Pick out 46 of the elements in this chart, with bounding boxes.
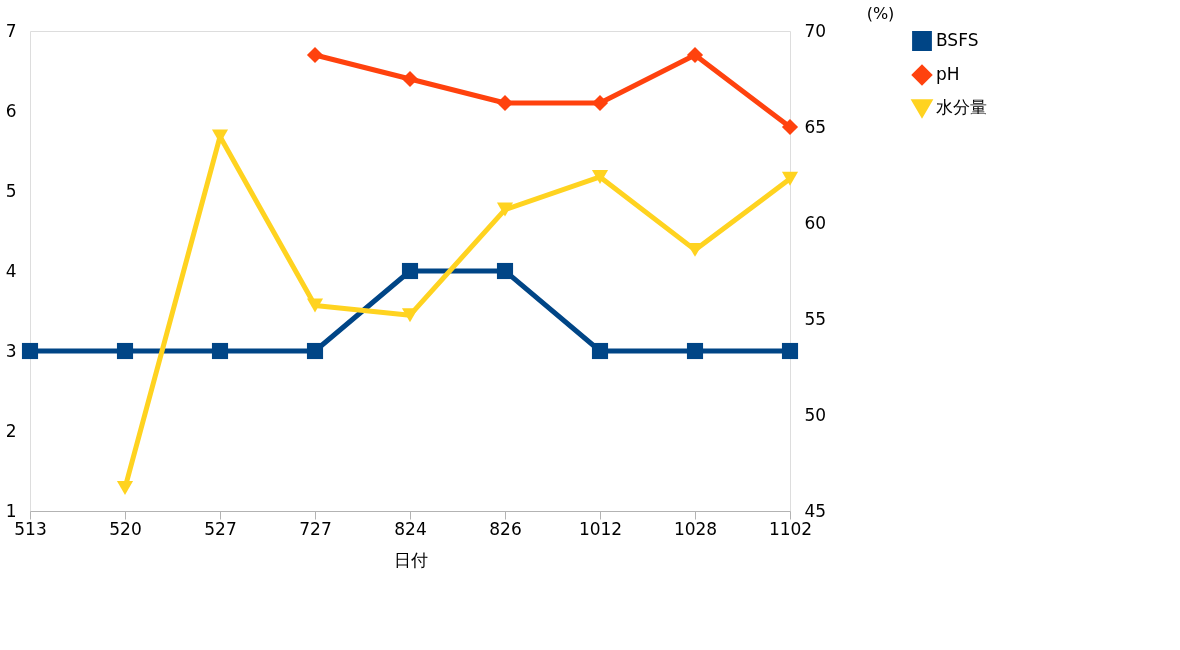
y2-tick-label: 50: [804, 404, 827, 425]
x-axis-title: 日付: [393, 549, 428, 570]
y-tick-label: 2: [5, 420, 17, 441]
point: [496, 262, 514, 280]
y-tick-label: 5: [5, 180, 17, 201]
point: [306, 298, 324, 313]
point: [401, 70, 419, 88]
y2-tick-label: 60: [804, 212, 827, 233]
point: [686, 46, 704, 64]
x-tick-label: 1102: [768, 518, 813, 539]
point: [686, 342, 704, 360]
y2-tick-label: 70: [804, 20, 827, 41]
legend-label: 水分量: [936, 97, 987, 117]
legend-label: BSFS: [936, 30, 979, 50]
y2-axis-title: (%): [866, 3, 895, 23]
point: [401, 308, 419, 323]
x-tick-label: 1012: [578, 518, 623, 539]
y-tick-label: 6: [5, 100, 17, 121]
x-tick-label: 824: [394, 518, 427, 539]
y-tick-label: 7: [5, 20, 17, 41]
y-tick-label: 1: [5, 500, 17, 521]
x-tick-label: 527: [204, 518, 237, 539]
point: [591, 342, 609, 360]
point: [496, 202, 514, 217]
x-tick-label: 727: [299, 518, 332, 539]
point: [306, 342, 324, 360]
point: [116, 342, 134, 360]
legend-label: pH: [936, 64, 960, 84]
point: [211, 342, 229, 360]
x-tick-label: 513: [14, 518, 47, 539]
point: [781, 118, 799, 136]
y-tick-label: 3: [5, 340, 17, 361]
point: [401, 262, 419, 280]
x-tick-label: 520: [109, 518, 142, 539]
y-tick-label: 4: [5, 260, 17, 281]
x-tick-label: 826: [489, 518, 522, 539]
point: [781, 342, 799, 360]
point: [591, 169, 609, 184]
y2-tick-label: 45: [804, 500, 827, 521]
x-tick-label: 1028: [673, 518, 718, 539]
y2-tick-label: 65: [804, 116, 827, 137]
y2-tick-label: 55: [804, 308, 827, 329]
point: [781, 171, 799, 186]
point: [306, 46, 324, 64]
point: [21, 342, 39, 360]
point: [116, 480, 134, 495]
